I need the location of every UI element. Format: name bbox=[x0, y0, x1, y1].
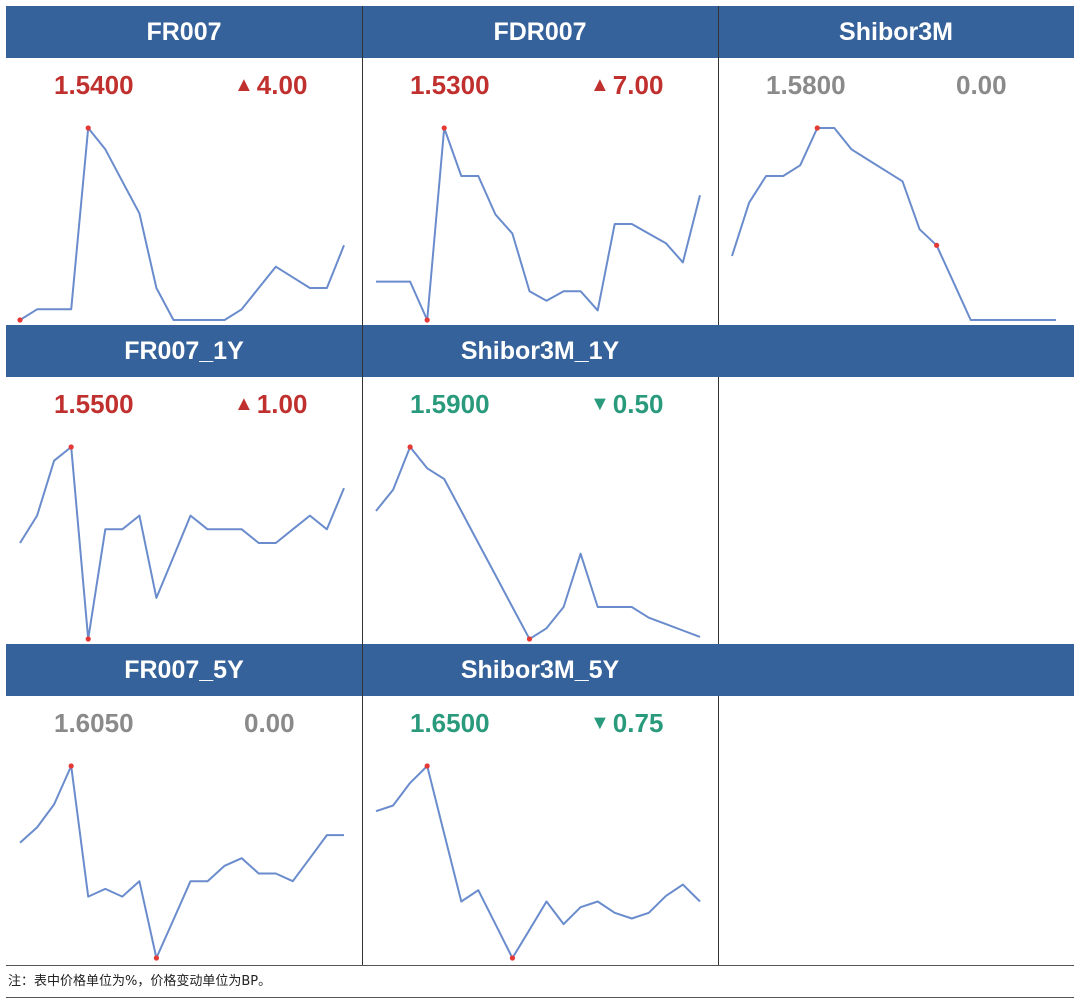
price-value: 1.6500 bbox=[410, 708, 490, 738]
note-bottom-rule bbox=[6, 997, 1074, 998]
sparkline-series bbox=[19, 765, 344, 959]
min-point-marker bbox=[153, 955, 160, 961]
panel-fr007-1y: FR007_1Y 1.5500 ▲ 1.00 bbox=[6, 325, 362, 644]
max-point-marker bbox=[814, 125, 820, 131]
change-value-group: ▲ 4.00 bbox=[234, 68, 307, 102]
table-bottom-rule bbox=[6, 965, 1074, 966]
sparkline-series bbox=[19, 446, 345, 640]
change-value-group: 0.00 bbox=[956, 68, 1007, 102]
change-value-group: ▼ 0.50 bbox=[590, 387, 663, 421]
sparkline-chart bbox=[17, 125, 345, 323]
change-value: 0.75 bbox=[612, 708, 664, 738]
panel-title: Shibor3M bbox=[718, 6, 1074, 58]
change-value: 1.00 bbox=[256, 389, 308, 419]
change-value: 0.00 bbox=[244, 708, 295, 738]
min-point-marker bbox=[424, 317, 430, 323]
max-point-marker bbox=[424, 763, 430, 769]
column-divider bbox=[362, 6, 363, 965]
panel-title: FR007_5Y bbox=[6, 644, 362, 696]
sparkline-chart bbox=[19, 444, 345, 642]
sparkline-series bbox=[375, 446, 701, 640]
panel-title: FDR007 bbox=[362, 6, 718, 58]
sparkline-chart bbox=[731, 125, 1056, 321]
empty-header-bar bbox=[718, 325, 1074, 377]
price-value: 1.5400 bbox=[54, 70, 134, 100]
up-triangle-icon: ▲ bbox=[234, 74, 254, 96]
min-point-marker bbox=[526, 636, 533, 642]
max-point-marker bbox=[441, 125, 447, 131]
change-value: 4.00 bbox=[256, 70, 308, 100]
price-value: 1.5300 bbox=[410, 70, 490, 100]
panel-title: Shibor3M_1Y bbox=[362, 325, 718, 377]
max-point-marker bbox=[407, 444, 413, 450]
panel-title: FR007_1Y bbox=[6, 325, 362, 377]
sparkline-chart bbox=[376, 125, 701, 323]
price-value: 1.5900 bbox=[410, 389, 490, 419]
panel-fdr007: FDR007 1.5300 ▲ 7.00 bbox=[362, 6, 718, 325]
price-value: 1.6050 bbox=[54, 708, 134, 738]
price-value: 1.5800 bbox=[766, 70, 846, 100]
change-value-group: ▼ 0.75 bbox=[590, 706, 663, 740]
change-value-group: ▲ 7.00 bbox=[590, 68, 663, 102]
rates-monitor-grid: FR007 1.5400 ▲ 4.00 FDR007 1.5300 ▲ 7.00 Shibor3… bbox=[6, 6, 1074, 965]
sparkline-chart bbox=[19, 763, 344, 961]
panel-title: FR007 bbox=[6, 6, 362, 58]
change-value: 0.50 bbox=[612, 389, 664, 419]
panel-title: Shibor3M_5Y bbox=[362, 644, 718, 696]
panel-fr007: FR007 1.5400 ▲ 4.00 bbox=[6, 6, 362, 325]
footnote: 注：表中价格单位为%，价格变动单位为BP。 bbox=[8, 974, 272, 989]
change-value-group: ▲ 1.00 bbox=[234, 387, 307, 421]
column-divider bbox=[718, 6, 719, 965]
max-point-marker bbox=[68, 763, 74, 769]
max-point-marker bbox=[68, 444, 74, 450]
down-triangle-icon: ▼ bbox=[590, 393, 610, 415]
panel-shibor3m-5y: Shibor3M_5Y 1.6500 ▼ 0.75 bbox=[362, 644, 718, 963]
sparkline-chart bbox=[375, 444, 701, 642]
min-point-marker bbox=[509, 955, 516, 961]
sparkline-series bbox=[376, 127, 701, 321]
sparkline-series bbox=[19, 127, 345, 321]
down-triangle-icon: ▼ bbox=[590, 712, 610, 734]
sparkline-chart bbox=[375, 763, 701, 961]
panel-shibor3m-1y: Shibor3M_1Y 1.5900 ▼ 0.50 bbox=[362, 325, 718, 644]
empty-header-bar bbox=[718, 644, 1074, 696]
change-value: 7.00 bbox=[612, 70, 664, 100]
min-point-marker bbox=[934, 242, 940, 248]
up-triangle-icon: ▲ bbox=[590, 74, 610, 96]
panel-shibor3m: Shibor3M 1.5800 0.00 bbox=[718, 6, 1074, 325]
min-point-marker bbox=[85, 636, 91, 642]
sparkline-series bbox=[375, 765, 701, 959]
up-triangle-icon: ▲ bbox=[234, 393, 254, 415]
min-point-marker bbox=[17, 317, 23, 323]
panel-fr007-5y: FR007_5Y 1.6050 0.00 bbox=[6, 644, 362, 963]
sparkline-series bbox=[731, 127, 1056, 321]
change-value-group: 0.00 bbox=[244, 706, 295, 740]
price-value: 1.5500 bbox=[54, 389, 134, 419]
change-value: 0.00 bbox=[956, 70, 1007, 100]
max-point-marker bbox=[85, 125, 91, 131]
